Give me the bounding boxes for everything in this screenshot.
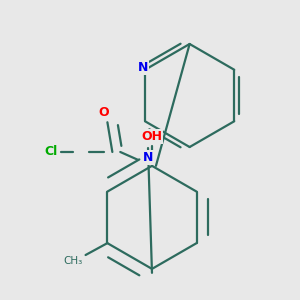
Text: Cl: Cl: [44, 146, 58, 158]
Text: OH: OH: [142, 130, 163, 142]
Text: O: O: [98, 106, 109, 119]
Text: N: N: [138, 61, 148, 74]
Text: CH₃: CH₃: [63, 256, 82, 266]
Text: N: N: [143, 152, 153, 164]
